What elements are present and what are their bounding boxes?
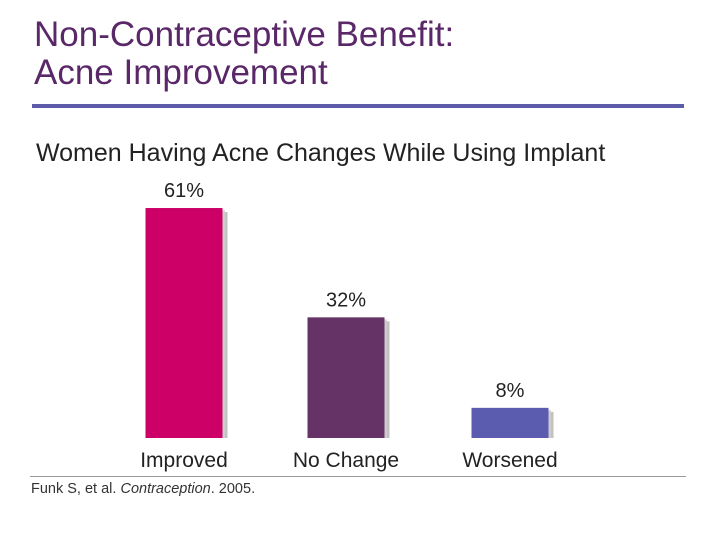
title-divider <box>32 104 684 108</box>
bar-improved <box>145 208 223 438</box>
bar-no-change <box>307 317 385 438</box>
source-year: . 2005. <box>210 481 256 497</box>
slide-title-line-1: Non-Contraceptive Benefit: <box>34 15 455 54</box>
source-citation: Funk S, et al. Contraception. 2005. <box>31 481 255 497</box>
slide-title-line-2: Acne Improvement <box>34 53 328 92</box>
value-label-no-change: 32% <box>326 289 366 311</box>
footer-divider <box>30 476 686 477</box>
bar-worsened <box>471 407 549 438</box>
chart-title: Women Having Acne Changes While Using Im… <box>36 139 606 167</box>
source-journal: Contraception <box>120 481 211 497</box>
source-authors: Funk S, et al. <box>31 481 121 497</box>
value-label-worsened: 8% <box>496 380 525 402</box>
category-label-no-change: No Change <box>293 449 399 472</box>
category-label-worsened: Worsened <box>462 449 557 472</box>
category-label-improved: Improved <box>140 449 228 472</box>
value-label-improved: 61% <box>164 180 204 202</box>
slide-title: Non-Contraceptive Benefit: Acne Improvem… <box>34 16 454 92</box>
